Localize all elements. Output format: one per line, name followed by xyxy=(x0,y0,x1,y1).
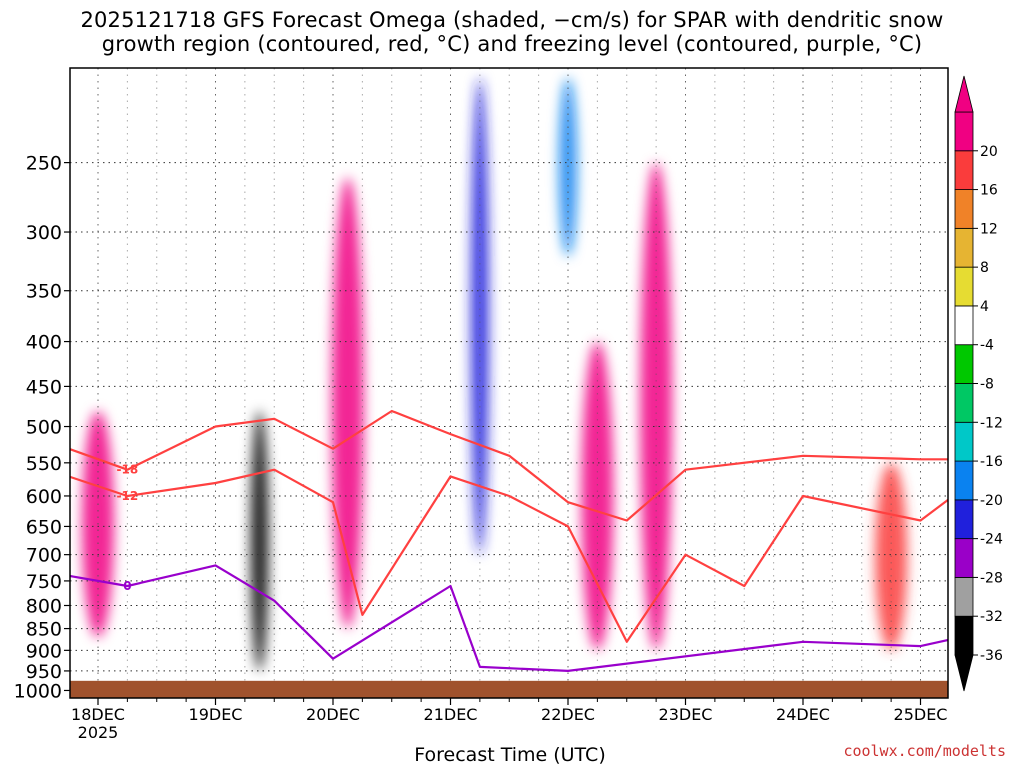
colorbar-swatch xyxy=(954,383,974,423)
x-tick-label: 19DEC xyxy=(189,705,243,724)
colorbar-tick-label: 12 xyxy=(980,221,998,237)
colorbar-swatch xyxy=(954,499,974,540)
colorbar-tick-label: 8 xyxy=(980,260,989,276)
y-tick-label: 600 xyxy=(26,486,62,508)
colorbar-tick-label: -20 xyxy=(980,493,1003,509)
colorbar-swatch xyxy=(954,150,974,190)
y-tick-label: 950 xyxy=(26,661,62,683)
y-tick-label: 900 xyxy=(26,640,62,662)
colorbar-tick-label: 16 xyxy=(980,183,998,199)
colorbar-swatch xyxy=(954,227,974,268)
y-axis: 2503003504004505005506006507007508008509… xyxy=(14,153,70,702)
colorbar-tick-label: -16 xyxy=(980,454,1003,470)
credit-text: coolwx.com/modelts xyxy=(843,742,1006,760)
x-axis: 18DEC 19DEC 20DEC 21DEC 22DEC 23DEC 24DEC 25DEC… xyxy=(71,698,947,742)
colorbar-tick-label: -12 xyxy=(980,415,1003,431)
colorbar-legend: -36 -32 -28 -24 -20 -16 -12 -8 -4 4 8 12 16 20 xyxy=(954,75,1003,692)
colorbar-swatch xyxy=(954,111,974,152)
y-tick-label: 300 xyxy=(26,222,62,244)
colorbar-tick-label: -32 xyxy=(980,609,1003,625)
chart-title-line-1: 2025121718 GFS Forecast Omega (shaded, −… xyxy=(80,8,944,32)
y-tick-label: 700 xyxy=(26,545,62,567)
colorbar-tick-label: 4 xyxy=(980,299,989,315)
colorbar-swatch xyxy=(954,460,974,501)
x-tick-label: 23DEC xyxy=(659,705,713,724)
x-year-label: 2025 xyxy=(78,723,119,742)
contour-label--12: -12 xyxy=(117,489,139,503)
contour--18 xyxy=(70,409,948,522)
y-tick-label: 750 xyxy=(26,571,62,593)
y-tick-label: 850 xyxy=(26,619,62,641)
temperature-contours: -18 -12 0 xyxy=(70,409,948,672)
y-tick-label: 1000 xyxy=(14,680,62,702)
colorbar-tick-label: -24 xyxy=(980,532,1003,548)
y-tick-label: 650 xyxy=(26,516,62,538)
colorbar-swatch xyxy=(954,266,974,307)
x-tick-label: 18DEC xyxy=(71,705,125,724)
contour-label-0: 0 xyxy=(123,579,131,593)
x-axis-title: Forecast Time (UTC) xyxy=(414,744,606,766)
colorbar-bottom-arrow xyxy=(954,654,974,692)
plot-area xyxy=(70,68,948,698)
y-tick-label: 800 xyxy=(26,595,62,617)
colorbar-swatch xyxy=(954,189,974,229)
omega-feature-4 xyxy=(559,77,577,257)
x-tick-label: 22DEC xyxy=(541,705,595,724)
contour-0 xyxy=(70,564,948,672)
colorbar-tick-label: 20 xyxy=(980,144,998,160)
y-tick-label: 350 xyxy=(26,281,62,303)
y-tick-label: 250 xyxy=(26,153,62,175)
colorbar-tick-label: -4 xyxy=(980,338,994,354)
x-tick-label: 20DEC xyxy=(306,705,360,724)
colorbar-swatch xyxy=(954,421,974,462)
y-tick-label: 400 xyxy=(26,332,62,354)
colorbar-swatch xyxy=(954,344,974,384)
colorbar-swatch xyxy=(954,305,974,346)
y-tick-label: 500 xyxy=(26,417,62,439)
chart-title-line-2: growth region (contoured, red, °C) and f… xyxy=(101,32,923,56)
terrain-fill xyxy=(70,680,948,698)
colorbar-tick-label: -8 xyxy=(980,377,994,393)
colorbar-tick-label: -28 xyxy=(980,570,1003,586)
colorbar-swatch xyxy=(954,538,974,578)
colorbar-tick-label: -36 xyxy=(980,648,1003,664)
x-tick-label: 24DEC xyxy=(776,705,830,724)
x-tick-label: 21DEC xyxy=(424,705,478,724)
colorbar-top-arrow xyxy=(954,75,974,113)
contour-label--18: -18 xyxy=(117,463,139,477)
omega-feature-1 xyxy=(250,410,269,671)
y-tick-label: 450 xyxy=(26,376,62,398)
x-tick-label: 25DEC xyxy=(894,705,948,724)
colorbar-swatch xyxy=(954,577,974,617)
contour--12 xyxy=(70,468,948,643)
colorbar-swatch xyxy=(954,615,974,656)
y-tick-label: 550 xyxy=(26,453,62,475)
omega-feature-5 xyxy=(581,341,614,651)
terrain-band xyxy=(70,680,948,698)
